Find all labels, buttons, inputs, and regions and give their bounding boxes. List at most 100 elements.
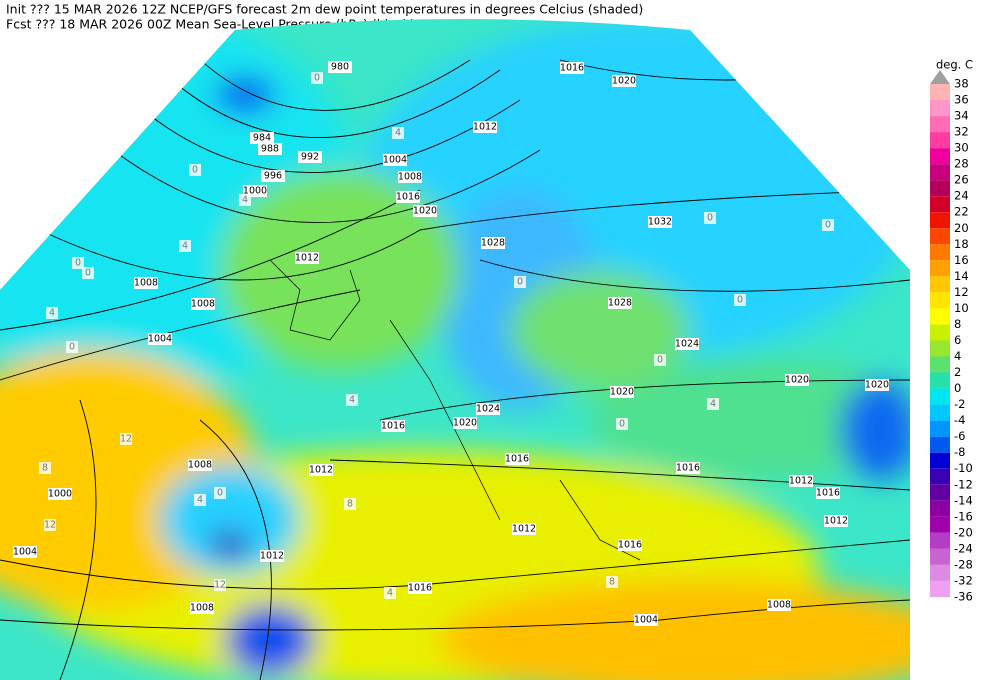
isobar-label-bg: [453, 417, 477, 429]
shading-label-bg: [239, 194, 251, 206]
shading-label: 12: [44, 520, 56, 531]
legend-swatch: [930, 324, 950, 341]
isobar-label-bg: [481, 237, 505, 249]
shading-label-bg: [189, 164, 201, 176]
legend-swatch: [930, 308, 950, 325]
isobar-label-bg: [676, 462, 700, 474]
shading-label-bg: [344, 498, 356, 510]
isobar-label-bg: [618, 539, 642, 551]
shading-label: 4: [242, 195, 248, 206]
isobar-label-bg: [188, 459, 212, 471]
shading-label: 8: [347, 499, 353, 510]
shading-label-bg: [82, 267, 94, 279]
legend-swatch: [930, 372, 950, 389]
isobar-label: 1024: [675, 339, 699, 350]
isobar-label-bg: [785, 374, 809, 386]
legend-swatch: [930, 148, 950, 165]
legend-swatch: [930, 260, 950, 277]
legend-label: 2: [954, 365, 961, 379]
legend-swatch: [930, 500, 950, 517]
isobar-label: 1012: [789, 476, 813, 487]
isobar-label-bg: [190, 602, 214, 614]
isobar-label: 984: [253, 133, 271, 144]
isobar-label: 1016: [676, 463, 700, 474]
isobar-label: 1008: [188, 460, 212, 471]
legend-label: 12: [954, 285, 969, 299]
legend-label: -4: [954, 413, 965, 427]
isobar-label: 1004: [148, 334, 172, 345]
isobar-label-bg: [396, 191, 420, 203]
legend-label: 26: [954, 173, 969, 187]
legend-label: 8: [954, 317, 961, 331]
shading-label: 0: [737, 295, 743, 306]
legend-swatch: [930, 228, 950, 245]
map: [0, 19, 910, 680]
shading-label-bg: [734, 294, 746, 306]
legend-swatch: [930, 276, 950, 293]
isobar-label: 1032: [648, 217, 672, 228]
legend-swatch: [930, 340, 950, 357]
isobar-label: 1028: [481, 238, 505, 249]
isobar-label: 1016: [381, 421, 405, 432]
legend-swatch: [930, 420, 950, 437]
shading-label: 8: [609, 577, 615, 588]
isobar-label: 1004: [13, 547, 37, 558]
isobar-label: 1020: [785, 375, 809, 386]
legend-swatch: [930, 532, 950, 549]
isobar-label-bg: [134, 277, 158, 289]
isobar-label-bg: [250, 132, 274, 144]
legend-swatch: [930, 404, 950, 421]
shading-label: 0: [69, 342, 75, 353]
shading-label-bg: [214, 579, 226, 591]
isobar-label: 1020: [612, 76, 636, 87]
isobar-label: 1016: [396, 192, 420, 203]
shading-label-bg: [616, 418, 628, 430]
isobar-label-bg: [408, 582, 432, 594]
legend-swatch: [930, 356, 950, 373]
isobar-label-bg: [383, 154, 407, 166]
legend-label: 6: [954, 333, 961, 347]
shading-label: 0: [192, 165, 198, 176]
legend-swatch: [930, 132, 950, 149]
shading-label-bg: [654, 354, 666, 366]
legend-label: 38: [954, 77, 969, 91]
isobar-label: 1012: [309, 465, 333, 476]
isobar-label: 1012: [473, 122, 497, 133]
shading-label-bg: [606, 576, 618, 588]
isobar-label: 980: [331, 62, 349, 73]
shading-label-bg: [514, 276, 526, 288]
legend-swatch: [930, 100, 950, 117]
legend-swatch: [930, 292, 950, 309]
legend-label: -2: [954, 397, 965, 411]
isobar-label: 1020: [865, 380, 889, 391]
legend-label: -24: [954, 541, 973, 555]
isobar-label: 1008: [191, 299, 215, 310]
isobar-label-bg: [48, 488, 72, 500]
shading-label-bg: [39, 462, 51, 474]
shading-label: 4: [182, 241, 188, 252]
isobar-label-bg: [560, 62, 584, 74]
legend-label: -14: [954, 493, 973, 507]
shading-label: 4: [49, 308, 55, 319]
isobar-label-bg: [381, 420, 405, 432]
isobar-label: 1016: [505, 454, 529, 465]
legend-label: -32: [954, 573, 973, 587]
legend-label: 14: [954, 269, 969, 283]
legend-swatch: [930, 436, 950, 453]
legend-label: 4: [954, 349, 961, 363]
shading-label: 0: [619, 419, 625, 430]
isobar-label-bg: [328, 61, 352, 73]
shading-label-bg: [392, 127, 404, 139]
isobar-label: 1016: [408, 583, 432, 594]
shading-label: 0: [707, 213, 713, 224]
shading-label-bg: [66, 341, 78, 353]
legend-swatch: [930, 468, 950, 485]
legend-swatch: [930, 84, 950, 101]
legend-swatch: [930, 244, 950, 261]
shading-label-bg: [46, 307, 58, 319]
isobar-label-bg: [608, 297, 632, 309]
isobar-label: 1012: [824, 516, 848, 527]
legend-swatch: [930, 196, 950, 213]
isobar-label: 1012: [260, 551, 284, 562]
